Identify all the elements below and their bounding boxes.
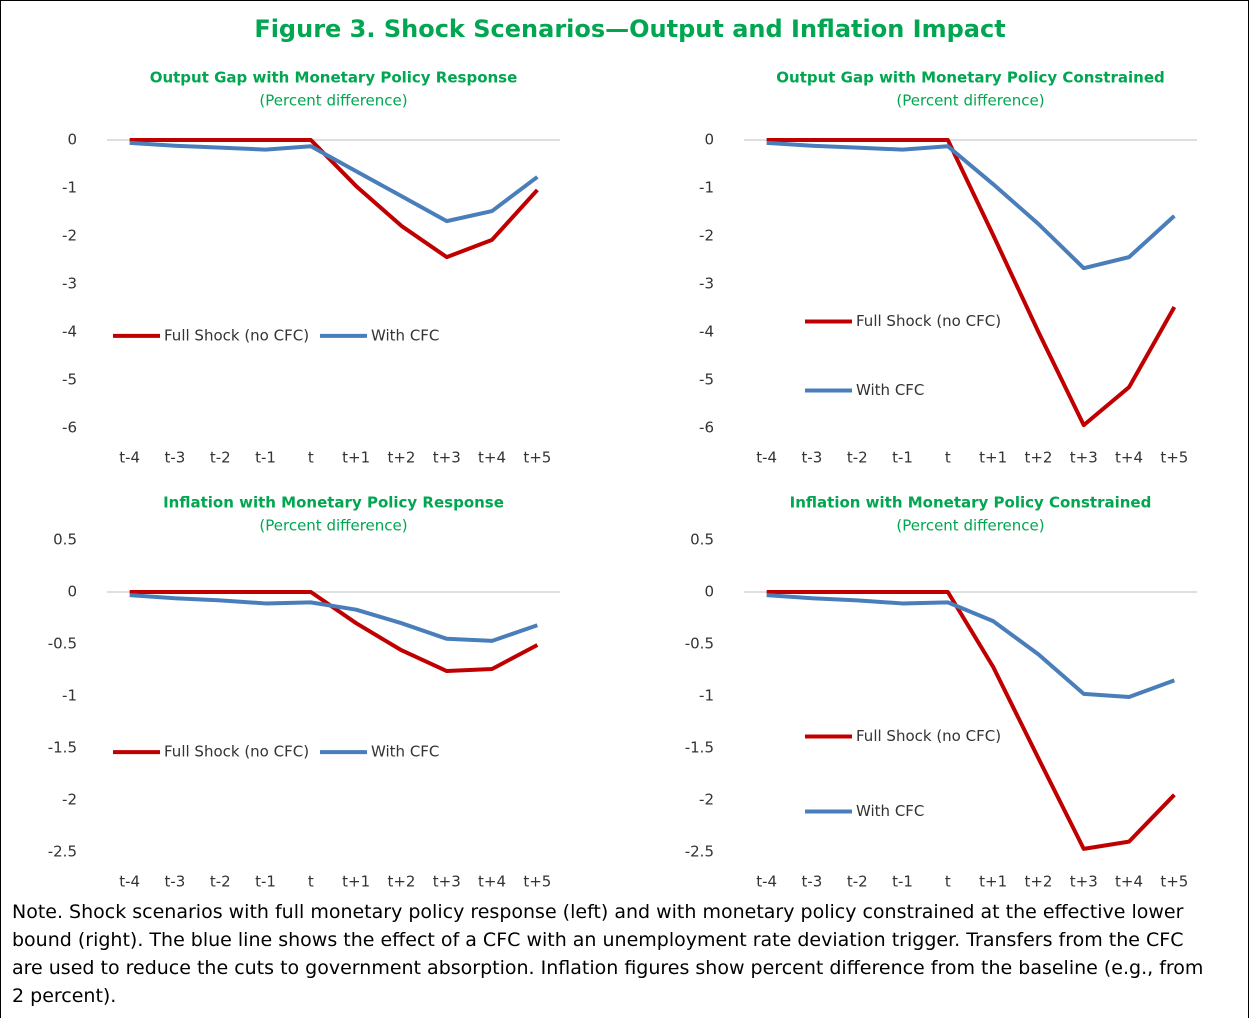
- note: Note. Shock scenarios with full monetary…: [12, 901, 1204, 1007]
- x-tick-label: t+5: [1160, 873, 1188, 891]
- x-tick-label: t-1: [255, 449, 276, 467]
- x-tick-label: t-1: [892, 449, 913, 467]
- y-tick-label: -1: [699, 687, 714, 705]
- chart-title: Inflation with Monetary Policy Response: [163, 494, 504, 512]
- x-tick-label: t-3: [802, 873, 823, 891]
- chart-subtitle: (Percent difference): [896, 92, 1044, 110]
- x-tick-label: t-1: [892, 873, 913, 891]
- y-tick-label: 0: [704, 131, 714, 149]
- y-tick-label: -2: [62, 791, 77, 809]
- y-tick-label: -4: [62, 323, 77, 341]
- figure-title: Figure 3. Shock Scenarios—Output and Inf…: [254, 15, 1005, 43]
- x-tick-label: t+1: [979, 449, 1007, 467]
- x-tick-label: t+5: [1160, 449, 1188, 467]
- x-tick-label: t+1: [342, 873, 370, 891]
- y-tick-label: -0.5: [685, 635, 714, 653]
- chart-title: Output Gap with Monetary Policy Constrai…: [776, 69, 1164, 87]
- x-tick-label: t-3: [165, 449, 186, 467]
- x-tick-label: t-2: [210, 449, 231, 467]
- x-tick-label: t-3: [802, 449, 823, 467]
- x-tick-label: t+5: [523, 873, 551, 891]
- x-tick-label: t-4: [119, 449, 140, 467]
- x-tick-label: t+3: [433, 873, 461, 891]
- x-tick-label: t-2: [210, 873, 231, 891]
- legend-label: Full Shock (no CFC): [164, 326, 309, 344]
- x-tick-label: t+5: [523, 449, 551, 467]
- legend-label: With CFC: [371, 743, 439, 761]
- series-line: [766, 590, 1176, 851]
- x-tick-label: t+3: [433, 449, 461, 467]
- x-tick-label: t+1: [342, 449, 370, 467]
- x-tick-label: t+3: [1070, 873, 1098, 891]
- legend-label: Full Shock (no CFC): [856, 312, 1001, 330]
- y-tick-label: -2.5: [685, 843, 714, 861]
- chart-title: Inflation with Monetary Policy Constrain…: [790, 494, 1152, 512]
- x-tick-label: t-3: [165, 873, 186, 891]
- legend-label: Full Shock (no CFC): [164, 743, 309, 761]
- y-tick-label: -1.5: [685, 739, 714, 757]
- chart-title: Output Gap with Monetary Policy Response: [150, 69, 518, 87]
- series-line: [766, 138, 1177, 428]
- x-tick-label: t: [308, 873, 314, 891]
- y-tick-label: -1.5: [48, 739, 77, 757]
- x-tick-label: t+4: [478, 873, 506, 891]
- x-tick-label: t+2: [1024, 449, 1052, 467]
- y-tick-label: -3: [699, 275, 714, 293]
- x-tick-label: t-2: [847, 873, 868, 891]
- series-line: [129, 138, 539, 260]
- y-tick-label: -2.5: [48, 843, 77, 861]
- figure: Figure 3. Shock Scenarios—Output and Inf…: [48, 15, 1197, 891]
- x-tick-label: t: [945, 873, 951, 891]
- y-tick-label: -4: [699, 323, 714, 341]
- x-tick-label: t+1: [979, 873, 1007, 891]
- series-line: [129, 593, 539, 643]
- x-tick-label: t-4: [119, 873, 140, 891]
- series-line: [766, 140, 1176, 271]
- x-tick-label: t: [945, 449, 951, 467]
- x-tick-label: t+4: [1115, 873, 1143, 891]
- x-tick-label: t-4: [756, 873, 777, 891]
- legend-label: Full Shock (no CFC): [856, 727, 1001, 745]
- chart-subtitle: (Percent difference): [896, 517, 1044, 535]
- y-tick-label: -2: [699, 227, 714, 245]
- x-tick-label: t+2: [387, 449, 415, 467]
- y-tick-label: -0.5: [48, 635, 77, 653]
- y-tick-label: 0.5: [53, 531, 77, 549]
- x-tick-label: t+3: [1070, 449, 1098, 467]
- y-tick-label: -1: [62, 179, 77, 197]
- series-line: [129, 590, 539, 674]
- y-tick-label: -2: [62, 227, 77, 245]
- x-tick-label: t+4: [478, 449, 506, 467]
- y-tick-label: -2: [699, 791, 714, 809]
- legend-label: With CFC: [856, 802, 924, 820]
- x-tick-label: t+4: [1115, 449, 1143, 467]
- y-tick-label: 0: [704, 583, 714, 601]
- x-tick-label: t-2: [847, 449, 868, 467]
- y-tick-label: -1: [62, 687, 77, 705]
- x-tick-label: t: [308, 449, 314, 467]
- chart-subtitle: (Percent difference): [259, 517, 407, 535]
- y-tick-label: 0: [67, 583, 77, 601]
- y-tick-label: -6: [62, 419, 77, 437]
- y-tick-label: -1: [699, 179, 714, 197]
- x-tick-label: t+2: [387, 873, 415, 891]
- y-tick-label: -6: [699, 419, 714, 437]
- y-tick-label: -3: [62, 275, 77, 293]
- x-tick-label: t-1: [255, 873, 276, 891]
- y-tick-label: 0.5: [690, 531, 714, 549]
- y-tick-label: -5: [62, 371, 77, 389]
- x-tick-label: t-4: [756, 449, 777, 467]
- series-line: [129, 140, 539, 224]
- y-tick-label: -5: [699, 371, 714, 389]
- x-tick-label: t+2: [1024, 873, 1052, 891]
- chart-subtitle: (Percent difference): [259, 92, 407, 110]
- y-tick-label: 0: [67, 131, 77, 149]
- legend-label: With CFC: [371, 326, 439, 344]
- series-line: [766, 593, 1176, 700]
- legend-label: With CFC: [856, 381, 924, 399]
